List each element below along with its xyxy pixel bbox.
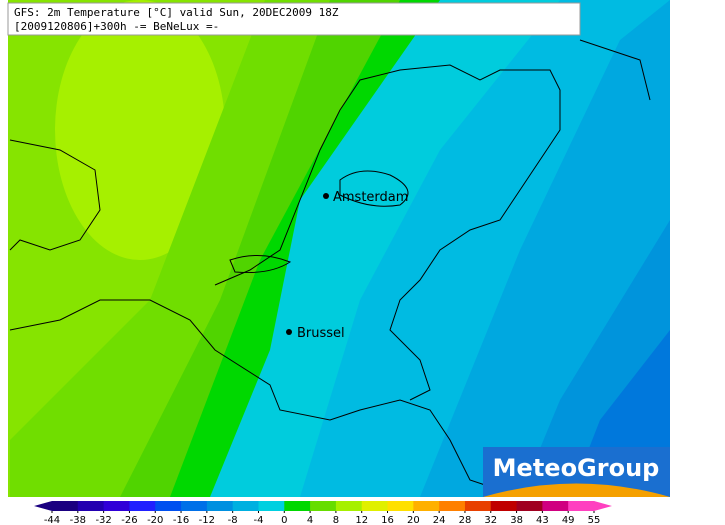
colorbar-segment [258,501,285,511]
colorbar-segment [129,501,156,511]
tick-label: -8 [228,515,238,525]
city-label: Amsterdam [333,190,408,205]
tick-label: -44 [44,515,60,525]
colorbar-segment [284,501,311,511]
tick-label: 24 [433,515,446,525]
colorbar: -44 -38 -32 -26 -20 -16 -12 -8 -4 0 4 8 12 16 20 24 28 32… [34,501,612,525]
colorbar-segment [181,501,208,511]
tick-label: 43 [536,515,549,525]
colorbar-segment [361,501,389,511]
header-line: [2009120806]+300h -= BeNeLux =- [14,20,219,33]
tick-label: 12 [355,515,368,525]
tick-label: -4 [253,515,263,525]
tick-label: 20 [407,515,420,525]
tick-label: 38 [510,515,523,525]
colorbar-segment [439,501,466,511]
border-line [214,64,561,401]
border-line [9,139,501,491]
tick-label: -26 [121,515,137,525]
colorbar-segment [206,501,234,511]
tick-label: 55 [588,515,601,525]
colorbar-segment [335,501,363,511]
tick-label: -12 [199,515,215,525]
colorbar-segment [77,501,105,511]
tick-label: -32 [95,515,111,525]
colorbar-segment [310,501,337,511]
colorbar-segment [52,501,79,511]
tick-label: -20 [147,515,163,525]
tick-label: -16 [173,515,189,525]
tick-label: 32 [484,515,497,525]
colorbar-end [594,501,612,511]
city-label: Brussel [297,326,345,341]
colorbar-segment [542,501,569,511]
tick-label: 4 [307,515,313,525]
tick-label: 8 [333,515,339,525]
colorbar-segment [155,501,182,511]
city-dot [323,193,329,199]
logo-text: MeteoGroup [493,454,660,482]
colorbar-segment [387,501,414,511]
colorbar-segment [490,501,518,511]
temperature-map: Amsterdam Brussel [8,0,670,497]
colorbar-segment [568,501,595,511]
colorbar-segment [516,501,543,511]
tick-label: 0 [281,515,287,525]
tick-label: -38 [70,515,86,525]
logo: MeteoGroup [483,447,670,497]
border-line [229,39,651,273]
city-dot [286,329,292,335]
colorbar-segment [413,501,440,511]
tick-label: 28 [459,515,472,525]
colorbar-segment [103,501,130,511]
header-line: GFS: 2m Temperature [°C] valid Sun, 20DE… [14,6,339,19]
tick-label: 16 [381,515,394,525]
header-box [7,2,581,36]
colorbar-end [34,501,52,511]
tick-label: 49 [562,515,575,525]
colorbar-segment [464,501,492,511]
colorbar-segment [232,501,259,511]
